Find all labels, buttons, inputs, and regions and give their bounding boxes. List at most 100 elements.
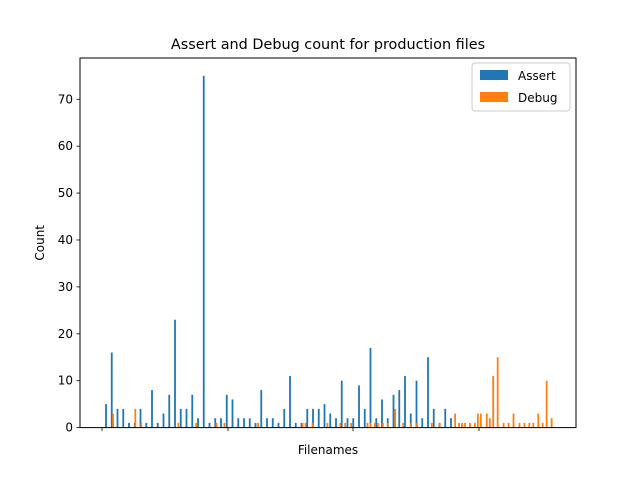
bar-assert: [335, 418, 337, 428]
bar-assert: [346, 418, 349, 428]
bar-assert: [260, 390, 263, 428]
bar-assert: [220, 418, 222, 428]
legend: Assert Debug: [471, 62, 571, 112]
bar-assert: [369, 347, 372, 428]
bar-debug: [479, 413, 482, 428]
bar-assert: [266, 418, 268, 428]
x-axis-label: Filenames: [298, 443, 358, 457]
y-tick-label: 0: [65, 421, 73, 435]
bar-debug: [301, 422, 304, 428]
bar-assert: [174, 319, 176, 428]
bar-assert: [392, 394, 395, 428]
bar-debug: [523, 422, 526, 428]
bar-debug: [550, 418, 553, 428]
bar-debug: [339, 422, 342, 428]
bar-debug: [112, 413, 114, 428]
bar-assert: [277, 422, 280, 428]
bar-assert: [340, 380, 343, 428]
bar-debug: [464, 422, 466, 428]
bar-assert: [116, 408, 119, 428]
bar-assert: [300, 422, 303, 428]
bar-debug: [223, 422, 226, 428]
bar-debug: [476, 413, 479, 428]
bar-assert: [156, 422, 159, 428]
bar-debug: [512, 413, 515, 428]
axes-frame: [79, 57, 577, 429]
bar-assert: [179, 408, 182, 428]
bar-debug: [469, 422, 471, 428]
bar-debug: [458, 422, 460, 428]
bar-debug: [528, 422, 531, 428]
bar-debug: [394, 408, 397, 428]
bar-debug: [461, 422, 463, 428]
bar-assert: [306, 408, 309, 428]
bar-assert: [363, 408, 366, 428]
bar-debug: [410, 422, 412, 428]
bar-debug: [369, 422, 372, 428]
y-axis-label: Count: [33, 225, 47, 261]
bar-debug: [140, 422, 143, 428]
bar-debug: [488, 418, 491, 428]
bar-assert: [145, 422, 148, 428]
bar-debug: [518, 422, 521, 428]
y-axis-ticks: 0 10 20 30 40 50 60 70: [58, 92, 80, 435]
bar-debug: [374, 422, 376, 428]
bar-assert: [444, 408, 447, 428]
bar-assert: [317, 408, 320, 428]
bar-debug: [430, 422, 433, 428]
bar-debug: [454, 413, 457, 428]
bar-assert: [323, 404, 326, 428]
y-tick-label: 20: [58, 327, 73, 341]
bar-debug: [386, 422, 389, 428]
bar-assert: [202, 75, 205, 428]
bar-assert: [352, 418, 355, 428]
y-tick-label: 70: [58, 92, 73, 106]
y-tick-label: 50: [58, 186, 73, 200]
legend-label-debug: Debug: [518, 91, 557, 105]
bar-assert: [415, 380, 418, 428]
y-tick-label: 60: [58, 139, 73, 153]
bar-debug: [541, 422, 544, 428]
bar-assert: [329, 413, 332, 428]
bar-assert: [283, 408, 286, 428]
bar-assert: [450, 418, 452, 428]
bar-assert: [197, 418, 199, 428]
bar-assert: [151, 390, 153, 428]
bar-debug: [134, 408, 137, 428]
bar-debug: [366, 422, 369, 428]
legend-label-assert: Assert: [518, 69, 556, 83]
bar-assert: [289, 376, 291, 428]
bar-assert: [237, 418, 240, 428]
bar-assert: [139, 408, 142, 428]
chart-title: Assert and Debug count for production fi…: [171, 37, 485, 53]
bar-assert: [105, 404, 107, 428]
bar-debug: [311, 422, 314, 428]
bar-assert: [168, 394, 171, 428]
bar-debug: [416, 422, 418, 428]
legend-swatch-assert: [480, 70, 508, 80]
bar-debug: [350, 422, 353, 428]
bar-assert: [254, 422, 257, 428]
bar-assert: [231, 399, 234, 428]
bar-assert: [110, 352, 113, 428]
bar-debug: [376, 422, 379, 428]
bar-assert: [122, 408, 125, 428]
y-tick-label: 40: [58, 233, 73, 247]
y-tick-label: 30: [58, 280, 73, 294]
bar-debug: [344, 422, 347, 428]
bar-debug: [502, 422, 505, 428]
bar-debug: [492, 376, 495, 428]
bar-assert: [248, 418, 251, 428]
bar-debug: [545, 380, 548, 428]
bar-debug: [537, 413, 540, 428]
bar-assert: [243, 418, 245, 428]
bar-debug: [496, 357, 499, 428]
bar-debug: [215, 422, 218, 428]
bar-assert: [358, 385, 360, 428]
bar-debug: [402, 422, 405, 428]
bar-assert: [225, 394, 228, 428]
bar-marks: [105, 75, 553, 428]
bar-debug: [438, 422, 441, 428]
bar-debug: [485, 413, 488, 428]
